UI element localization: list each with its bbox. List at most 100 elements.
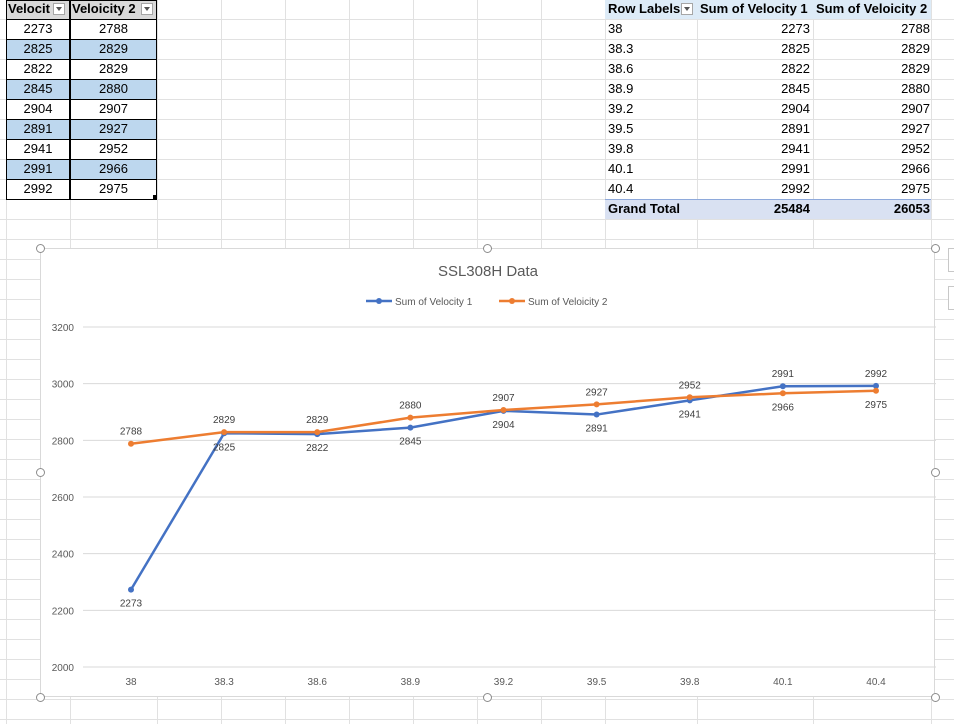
pivot-row-label[interactable]: 38: [608, 21, 623, 36]
pivot-row-veloicity-2[interactable]: 2829: [901, 61, 930, 76]
resize-handle[interactable]: [36, 693, 45, 702]
table-row-veloicity-2-value: 2788: [99, 21, 128, 36]
resize-handle[interactable]: [483, 244, 492, 253]
pivot-grand-total-veloicity-2[interactable]: 26053: [893, 201, 930, 216]
pivot-header-row-labels[interactable]: Row Labels: [608, 1, 680, 16]
pivot-header-sum-veloicity-2[interactable]: Sum of Veloicity 2: [816, 1, 928, 16]
pivot-row-label[interactable]: 39.8: [608, 141, 634, 156]
table-row-velocity-value: 2822: [23, 61, 53, 76]
pivot-row-label[interactable]: 38.9: [608, 81, 634, 96]
table-row-velocity-value: 2845: [23, 81, 53, 96]
data-point-0: [128, 586, 134, 593]
data-label-1: 2952: [679, 380, 702, 391]
data-label-0: 2991: [772, 369, 795, 380]
resize-handle[interactable]: [931, 468, 940, 477]
pivot-row-velocity-1[interactable]: 2992: [781, 181, 810, 196]
pivot-row-velocity-1[interactable]: 2273: [781, 21, 810, 36]
data-label-0: 2825: [213, 442, 236, 453]
x-tick-label: 39.8: [680, 677, 700, 688]
x-tick-label: 40.1: [773, 677, 793, 688]
data-label-1: 2927: [586, 387, 609, 398]
filter-dropdown-veloicity-2[interactable]: [141, 3, 153, 15]
resize-handle[interactable]: [36, 468, 45, 477]
table-cell[interactable]: [70, 179, 157, 200]
resize-handle[interactable]: [36, 244, 45, 253]
pivot-row-veloicity-2[interactable]: 2880: [901, 81, 930, 96]
pivot-row-velocity-1[interactable]: 2891: [781, 121, 810, 136]
pivot-row-veloicity-2[interactable]: 2975: [901, 181, 930, 196]
row-labels-filter-dropdown[interactable]: [681, 3, 693, 15]
table-row-velocity-value: 2904: [23, 101, 53, 116]
data-point-1: [128, 440, 134, 447]
pivot-row-velocity-1[interactable]: 2991: [781, 161, 810, 176]
data-label-1: 2829: [306, 415, 329, 426]
data-point-1: [314, 429, 321, 436]
pivot-row-veloicity-2[interactable]: 2829: [901, 41, 930, 56]
data-point-1: [407, 414, 414, 421]
pivot-row-label[interactable]: 38.6: [608, 61, 634, 76]
data-point-1: [779, 390, 786, 397]
chart-styles-button[interactable]: [948, 286, 954, 310]
table-row-veloicity-2-value: 2975: [99, 181, 128, 196]
data-point-1: [686, 394, 693, 401]
chart-plot: SSL308H Data Sum of Velocity 1 Sum of Velo…: [52, 263, 936, 688]
chart-elements-button[interactable]: [948, 248, 954, 272]
pivot-grand-total-label[interactable]: Grand Total: [608, 201, 680, 216]
pivot-row-label[interactable]: 40.1: [608, 161, 634, 176]
table-cell[interactable]: [6, 179, 70, 200]
y-tick-label: 2800: [52, 436, 75, 447]
y-tick-label: 2000: [52, 663, 75, 674]
x-tick-label: 38.6: [308, 677, 328, 688]
pivot-row-veloicity-2[interactable]: 2966: [901, 161, 930, 176]
data-point-0: [593, 411, 600, 418]
legend-label-1: Sum of Veloicity 2: [528, 297, 608, 308]
data-label-1: 2788: [120, 427, 143, 438]
pivot-row-label[interactable]: 38.3: [608, 41, 634, 56]
pivot-row-velocity-1[interactable]: 2822: [781, 61, 810, 76]
pivot-row-velocity-1[interactable]: 2825: [781, 41, 810, 56]
table-row-velocity-value: 2941: [23, 141, 53, 156]
pivot-row-velocity-1[interactable]: 2904: [781, 101, 810, 116]
pivot-header-sum-velocity-1[interactable]: Sum of Velocity 1: [700, 1, 808, 16]
header-label-veloicity-2: Veloicity 2: [72, 1, 136, 16]
table-row-velocity-value: 2273: [23, 21, 53, 36]
data-label-0: 2992: [865, 369, 888, 380]
x-tick-label: 40.4: [866, 677, 886, 688]
pivot-row-velocity-1[interactable]: 2941: [781, 141, 810, 156]
y-tick-label: 2600: [52, 493, 75, 504]
data-label-1: 2907: [492, 393, 515, 404]
data-label-0: 2891: [586, 424, 609, 435]
data-label-1: 2829: [213, 415, 236, 426]
table-resize-handle[interactable]: [153, 195, 157, 199]
data-point-1: [500, 407, 507, 414]
pivot-row-veloicity-2[interactable]: 2927: [901, 121, 930, 136]
table-row-veloicity-2-value: 2927: [99, 121, 128, 136]
pivot-row-label[interactable]: 39.5: [608, 121, 634, 136]
resize-handle[interactable]: [483, 693, 492, 702]
pivot-row-veloicity-2[interactable]: 2952: [901, 141, 930, 156]
x-tick-label: 38.9: [401, 677, 421, 688]
data-label-1: 2975: [865, 400, 888, 411]
y-tick-label: 3200: [52, 323, 75, 334]
pivot-grand-total-velocity-1[interactable]: 25484: [773, 201, 810, 216]
data-label-1: 2966: [772, 402, 795, 413]
line-chart[interactable]: SSL308H Data Sum of Velocity 1 Sum of Velo…: [40, 248, 936, 697]
data-point-0: [779, 383, 786, 390]
filter-dropdown-velocity[interactable]: [53, 3, 65, 15]
x-tick-label: 39.5: [587, 677, 607, 688]
table-row-velocity-value: 2991: [23, 161, 53, 176]
pivot-row-veloicity-2[interactable]: 2788: [901, 21, 930, 36]
resize-handle[interactable]: [931, 693, 940, 702]
data-label-0: 2845: [399, 437, 422, 448]
pivot-row-label[interactable]: 39.2: [608, 101, 634, 116]
table-row-velocity-value: 2992: [23, 181, 53, 196]
pivot-row-veloicity-2[interactable]: 2907: [901, 101, 930, 116]
pivot-row-velocity-1[interactable]: 2845: [781, 81, 810, 96]
data-label-0: 2273: [120, 599, 143, 610]
table-row-veloicity-2-value: 2907: [99, 101, 128, 116]
table-row-veloicity-2-value: 2829: [99, 41, 128, 56]
table-row-velocity-value: 2891: [23, 121, 53, 136]
resize-handle[interactable]: [931, 244, 940, 253]
pivot-grand-total-row: [605, 199, 931, 219]
pivot-row-label[interactable]: 40.4: [608, 181, 634, 196]
